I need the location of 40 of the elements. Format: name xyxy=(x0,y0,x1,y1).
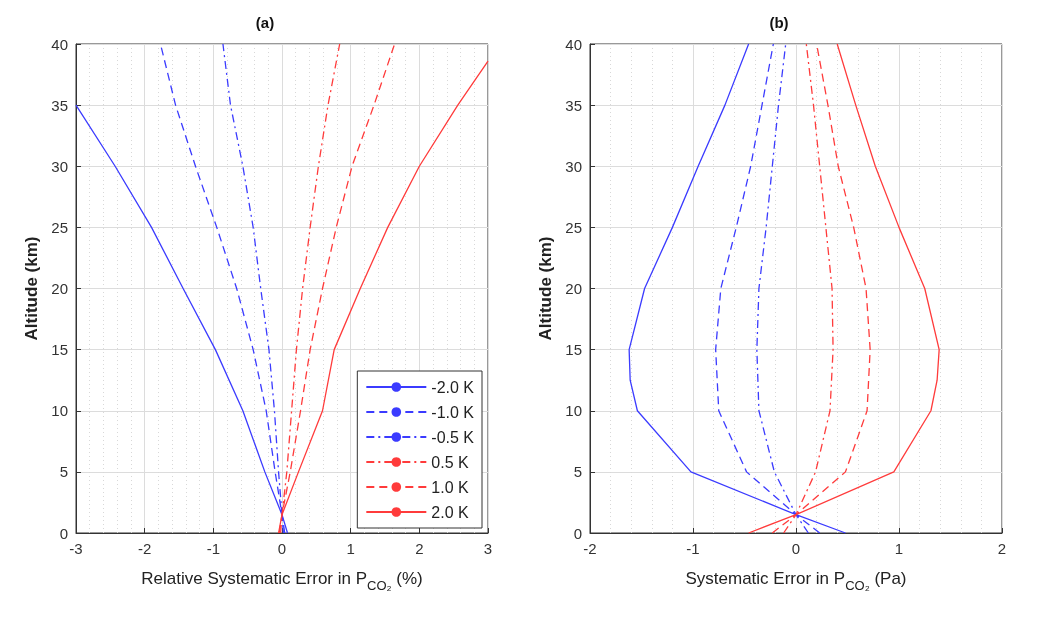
y-tick-label: 30 xyxy=(51,157,68,175)
y-tick-label: 25 xyxy=(565,218,582,236)
x-tick-label: -3 xyxy=(69,540,83,557)
legend-label: 1.0 K xyxy=(431,478,469,496)
legend-label: -2.0 K xyxy=(431,378,475,396)
y-axis-title: Altitude (km) xyxy=(22,236,41,341)
y-tick-label: 15 xyxy=(565,341,582,359)
x-tick-label: 1 xyxy=(346,540,355,557)
y-tick-label: 35 xyxy=(565,96,582,114)
legend-label: -1.0 K xyxy=(431,403,475,421)
x-tick-label: 1 xyxy=(894,540,904,557)
y-tick-label: 0 xyxy=(59,524,68,542)
y-tick-label: 5 xyxy=(573,463,582,481)
y-tick-label: 20 xyxy=(565,280,582,297)
y-tick-label: 35 xyxy=(51,96,68,114)
x-tick-label: -1 xyxy=(206,540,221,557)
x-tick-label: 0 xyxy=(791,540,801,557)
y-tick-label: 25 xyxy=(51,218,68,236)
y-tick-label: 5 xyxy=(59,463,68,481)
y-axis-title: Altitude (km) xyxy=(536,236,555,341)
chart-title: (b) xyxy=(769,14,789,31)
y-tick-label: 40 xyxy=(51,35,68,53)
legend-label: 2.0 K xyxy=(431,503,469,521)
x-tick-label: 2 xyxy=(997,540,1007,557)
y-tick-label: 20 xyxy=(51,280,68,297)
x-tick-label: 0 xyxy=(277,540,287,557)
x-tick-label: 3 xyxy=(483,540,493,557)
x-tick-label: -2 xyxy=(583,540,597,557)
y-tick-label: 15 xyxy=(51,341,68,359)
legend-label: -0.5 K xyxy=(431,428,475,446)
y-tick-label: 30 xyxy=(565,157,582,175)
x-tick-label: -2 xyxy=(137,540,152,557)
legend-label: 0.5 K xyxy=(431,453,469,471)
y-tick-label: 10 xyxy=(565,402,582,420)
x-tick-label: -1 xyxy=(686,540,700,557)
y-tick-label: 40 xyxy=(565,35,582,53)
chart-title: (a) xyxy=(255,14,275,31)
y-tick-label: 10 xyxy=(51,402,68,420)
y-tick-label: 0 xyxy=(573,524,582,542)
x-tick-label: 2 xyxy=(415,540,424,557)
